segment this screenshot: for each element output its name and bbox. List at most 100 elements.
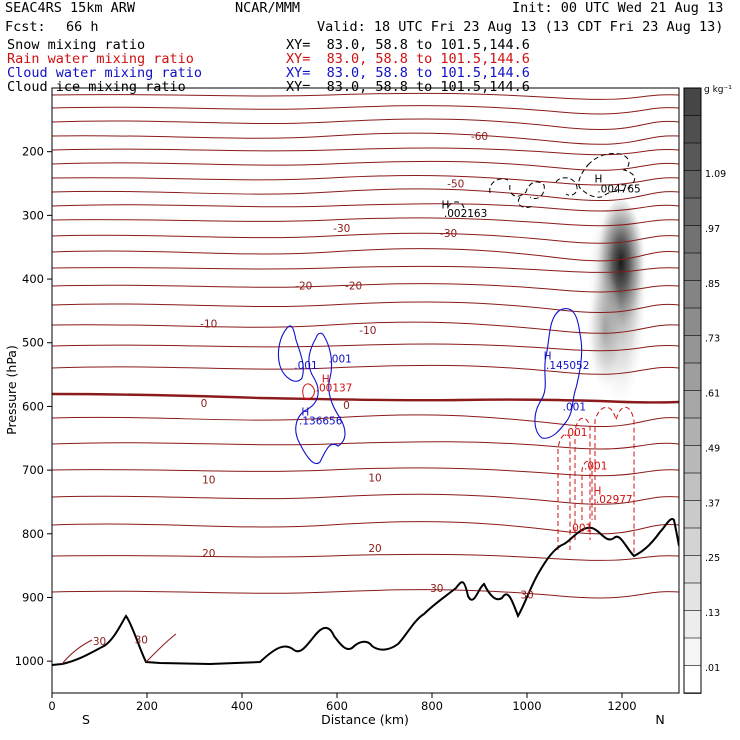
colorbar-swatch — [683, 555, 702, 584]
colorbar-frame — [683, 87, 702, 694]
y-tick-label: 800 — [22, 527, 44, 541]
max-annotation: H — [594, 173, 602, 185]
x-axis-right-end-label: N — [655, 712, 664, 727]
x-tick-label: 0 — [48, 699, 55, 713]
temperature-label: 10 — [368, 473, 381, 485]
colorbar-label: .25 — [705, 553, 720, 564]
freezing-level-line — [52, 392, 679, 404]
colorbar-swatch — [683, 115, 702, 144]
temperature-label: -30 — [440, 228, 457, 240]
cloud-ice-core — [587, 270, 623, 390]
colorbar-label: .49 — [705, 443, 720, 454]
field-label-cloud-water: Cloud water mixing ratio — [7, 65, 203, 81]
isotherm-line — [52, 441, 679, 450]
cloud-water-contour — [295, 332, 346, 464]
isotherm-line — [52, 232, 679, 244]
colorbar-swatch — [683, 87, 702, 117]
plot-frame — [51, 87, 680, 694]
colorbar-swatch — [683, 362, 702, 392]
x-tick-label: 400 — [231, 699, 253, 713]
isotherm-line — [52, 105, 679, 115]
isotherm-line — [52, 364, 679, 375]
colorbar-swatch — [683, 170, 702, 199]
isotherm-line — [52, 521, 679, 535]
max-annotation: .001 — [564, 427, 587, 439]
xy-label-cloud-water: XY= 83.0, 58.8 to 101.5,144.6 — [286, 65, 530, 81]
colorbar-swatch — [683, 582, 702, 612]
y-tick-label: 900 — [22, 590, 44, 604]
field-label-rain: Rain water mixing ratio — [7, 51, 194, 67]
colorbar-swatch — [683, 335, 702, 364]
isotherm-line — [52, 265, 679, 273]
temperature-label: -30 — [333, 223, 350, 235]
cloud-water-contour — [534, 308, 583, 439]
rain-contour — [302, 383, 315, 400]
colorbar-swatch — [683, 252, 702, 282]
temperature-label: 30 — [520, 589, 533, 601]
max-annotation: .001 — [294, 360, 317, 372]
colorbar-label: .97 — [705, 224, 720, 235]
colorbar-swatch — [683, 665, 702, 694]
colorbar-swatch — [683, 225, 702, 254]
org-label: NCAR/MMM — [235, 0, 301, 16]
isotherm-line — [52, 92, 679, 100]
max-annotation: .001 — [563, 401, 586, 413]
max-annotation: .001 — [569, 522, 592, 534]
temperature-label: 10 — [202, 475, 215, 487]
isotherm-line — [52, 132, 679, 145]
isotherm-line — [52, 248, 679, 262]
temperature-label: 0 — [201, 398, 208, 410]
max-annotation: .001 — [584, 461, 607, 473]
temperature-label: 30 — [93, 636, 106, 648]
temperature-label: -10 — [359, 325, 376, 337]
max-annotation: H — [594, 485, 602, 497]
isotherm-line — [52, 160, 679, 171]
y-tick-label: 700 — [22, 463, 44, 477]
field-label-cloud-ice: Cloud ice mixing ratio — [7, 79, 186, 95]
colorbar-label: .85 — [705, 279, 720, 290]
max-annotation: H — [322, 373, 330, 385]
colorbar-swatch — [683, 197, 702, 227]
rain-contour — [557, 433, 571, 550]
isotherm-line — [52, 343, 679, 352]
max-annotation: .002163 — [444, 208, 487, 220]
isotherm-line — [52, 589, 679, 599]
isotherm-line — [52, 147, 679, 156]
max-annotation: H — [544, 350, 552, 362]
isotherm-line — [52, 467, 679, 477]
model-title: SEAC4RS 15km ARW — [5, 0, 136, 16]
colorbar-label: 1.09 — [705, 169, 726, 180]
isotherm-line — [52, 321, 679, 334]
colorbar-label: .73 — [705, 334, 720, 345]
max-annotation: H — [301, 407, 309, 419]
temperature-label: -60 — [471, 131, 488, 143]
snow-contour — [447, 201, 465, 209]
isotherm-line — [52, 118, 679, 130]
init-time: Init: 00 UTC Wed 21 Aug 13 — [512, 0, 724, 16]
terrain-line — [52, 518, 679, 666]
xy-label-rain: XY= 83.0, 58.8 to 101.5,144.6 — [286, 51, 530, 67]
temperature-label: -10 — [200, 319, 217, 331]
max-annotation: .001 — [328, 354, 351, 366]
colorbar-swatch — [683, 637, 702, 667]
x-axis-left-end-label: S — [82, 712, 90, 727]
rain-contour — [594, 406, 635, 556]
y-axis-label: Pressure (hPa) — [4, 345, 19, 435]
x-tick-label: 200 — [136, 699, 158, 713]
colorbar-swatch — [683, 307, 702, 337]
isotherm-line — [52, 553, 679, 561]
rain-contour — [581, 461, 593, 520]
x-tick-label: 1000 — [512, 699, 541, 713]
max-annotation: .136656 — [299, 415, 343, 427]
fcst-label: Fcst: — [5, 19, 46, 35]
y-tick-label: 200 — [22, 145, 44, 159]
colorbar-swatch — [683, 280, 702, 309]
colorbar-unit-label: g kg⁻¹ — [704, 85, 732, 95]
cloud-water-contour — [277, 325, 304, 382]
max-annotation: .02977 — [596, 494, 633, 506]
colorbar-swatch — [683, 527, 702, 557]
temperature-label: -50 — [447, 179, 464, 191]
isotherm-line — [52, 175, 679, 186]
isotherm-line — [52, 203, 679, 212]
colorbar-swatch — [683, 472, 702, 502]
